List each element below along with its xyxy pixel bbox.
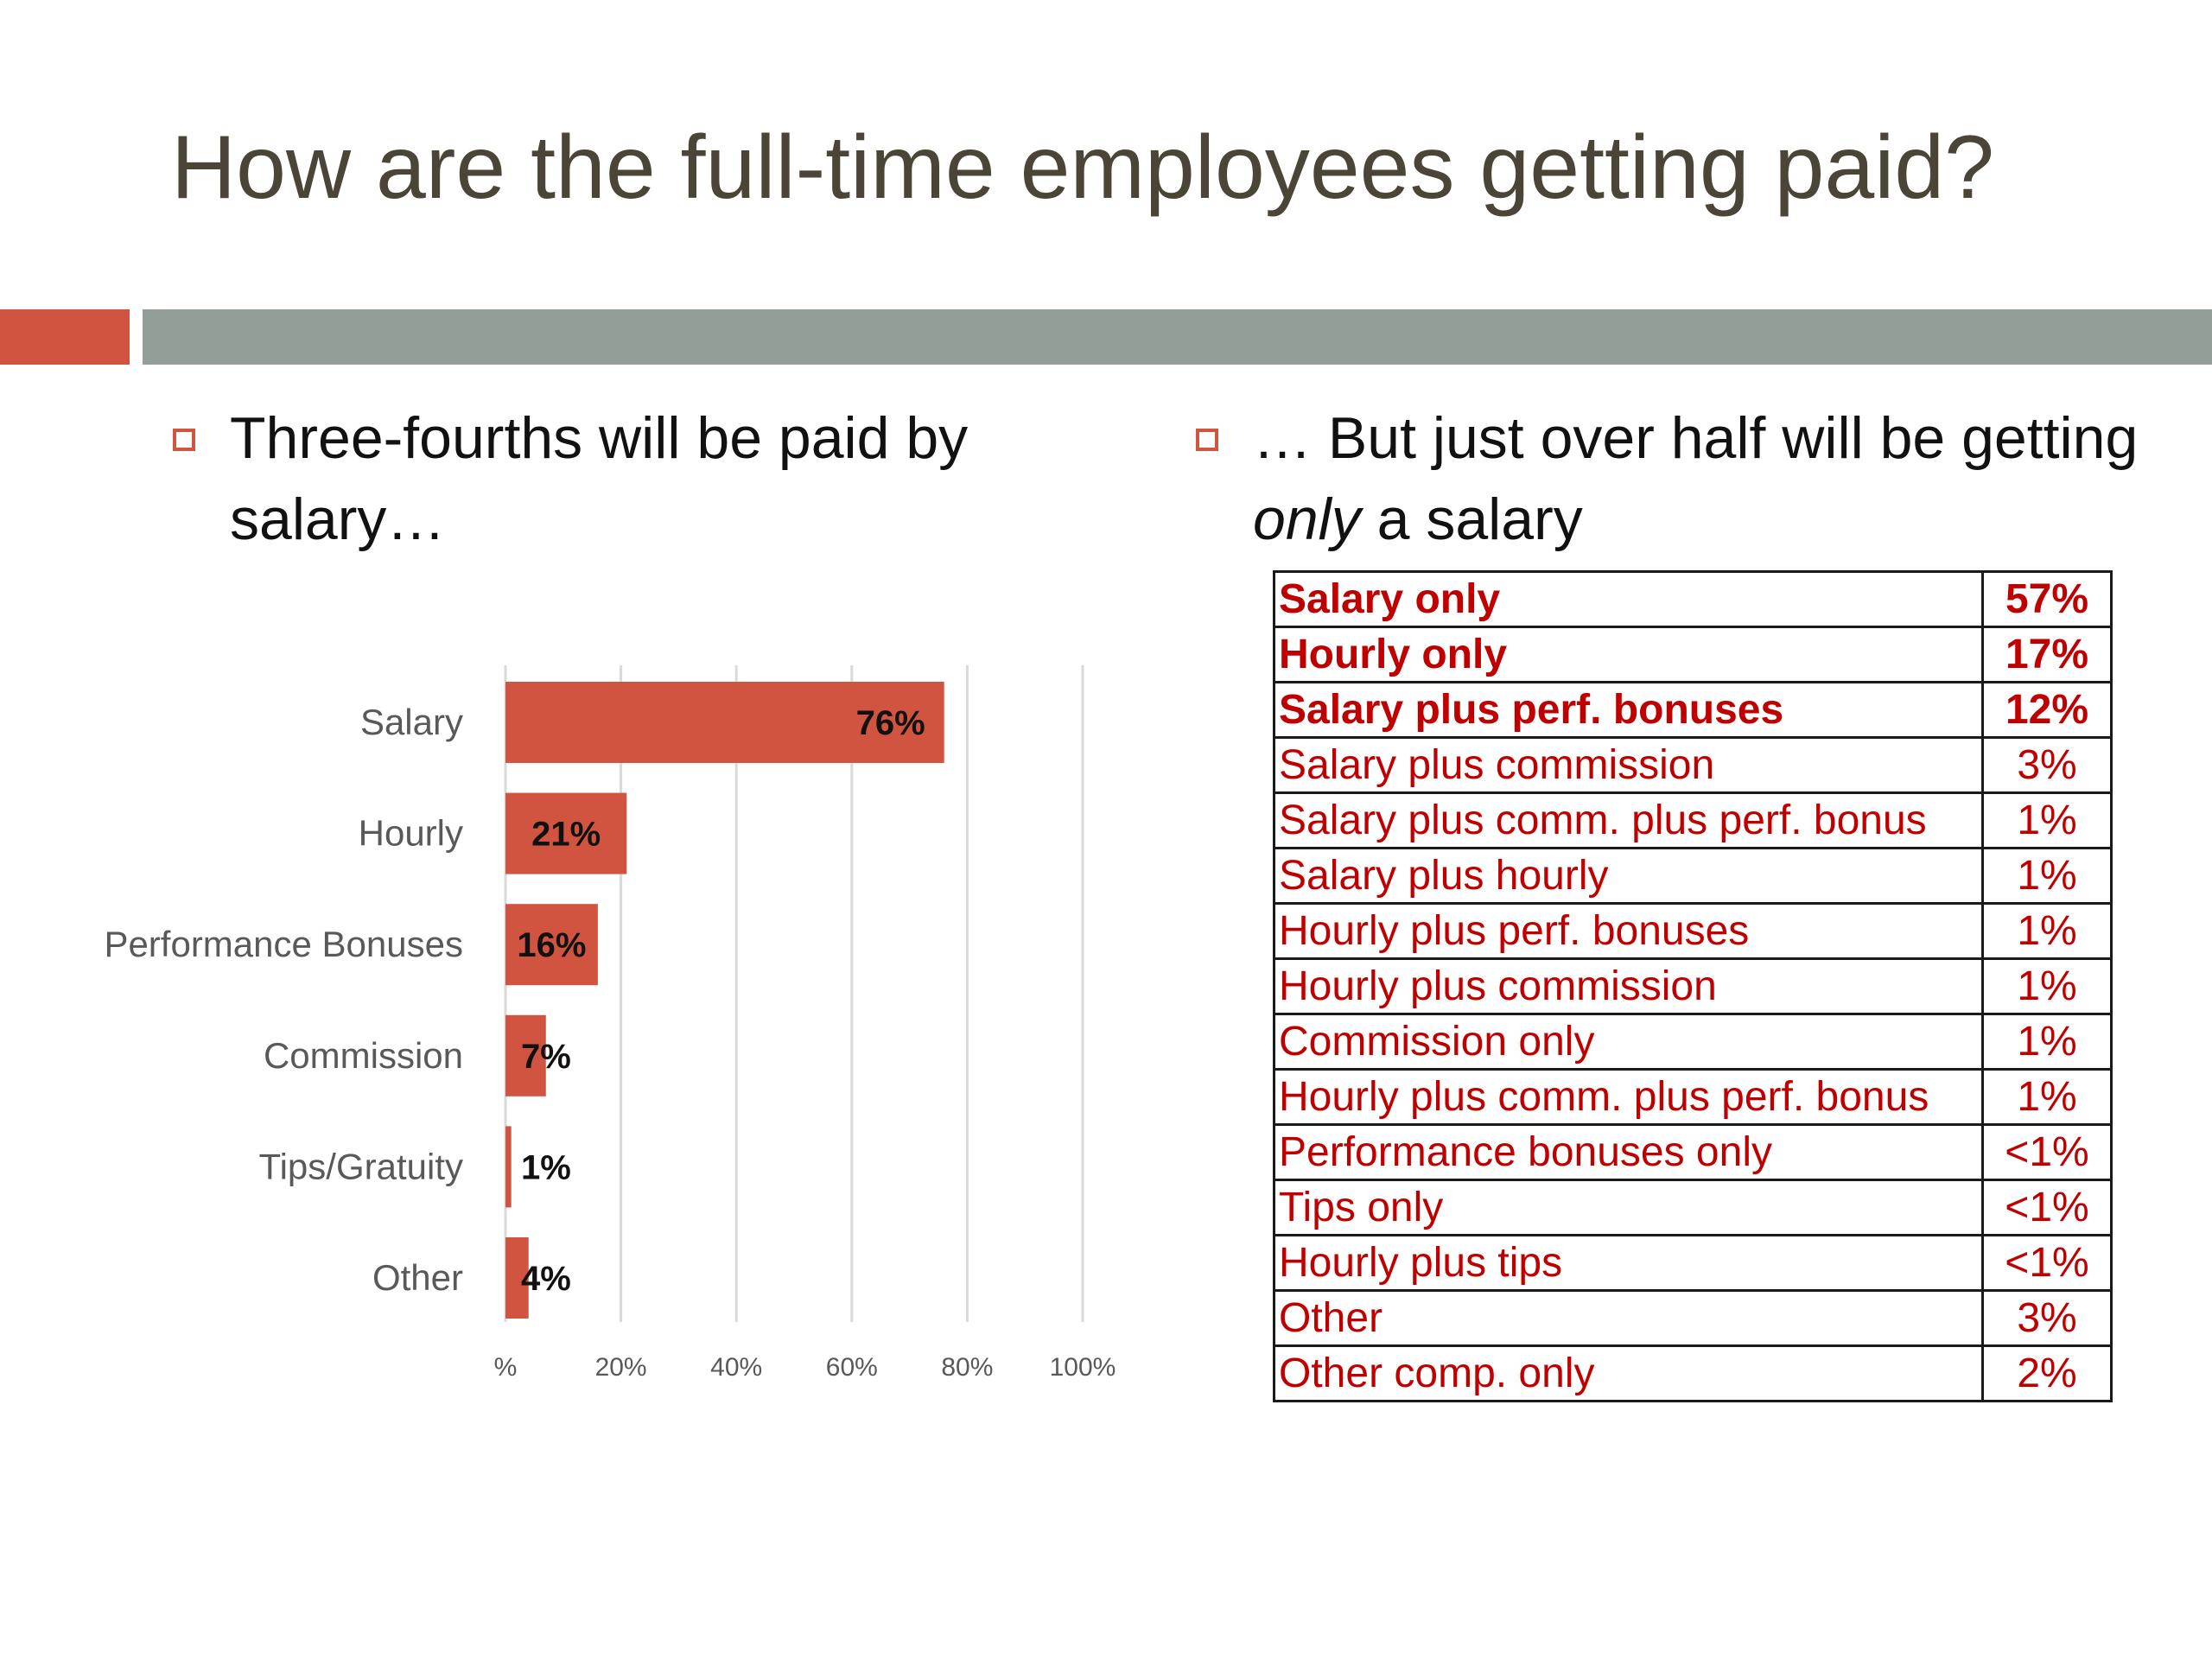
table-row: Hourly plus commission 1% [1273,957,2113,1015]
table-row: Salary plus hourly 1% [1273,847,2113,905]
bar [505,792,627,874]
row-value: 57% [1981,570,2113,628]
table-row: Salary only 57% [1273,570,2113,628]
row-value: 2% [1981,1344,2113,1402]
row-value: 1% [1981,957,2113,1015]
left-bullet-text: Three-fourths will be paid by salary… [230,405,969,552]
row-label: Other comp. only [1273,1344,1984,1402]
x-tick-label: 40% [710,1353,762,1382]
data-label: 21% [531,816,601,854]
table-row: Other comp. only 2% [1273,1344,2113,1402]
row-value: 1% [1981,902,2113,960]
row-label: Hourly plus tips [1273,1234,1984,1292]
category-label: Hourly [359,813,463,854]
table-row: Salary plus comm. plus perf. bonus 1% [1273,791,2113,849]
row-label: Hourly plus perf. bonuses [1273,902,1984,960]
row-label: Salary plus commission [1273,736,1984,794]
row-value: 17% [1981,626,2113,683]
row-value: 3% [1981,736,2113,794]
right-bullet-text-start: … But just over half will be getting [1253,405,2139,471]
row-label: Performance bonuses only [1273,1123,1984,1181]
category-label: Performance Bonuses [104,924,463,964]
bar [505,682,944,763]
row-label: Hourly only [1273,626,1984,683]
row-value: 1% [1981,1068,2113,1126]
x-tick-label: % [494,1353,518,1382]
row-value: <1% [1981,1123,2113,1181]
row-label: Tips only [1273,1179,1984,1236]
page-title: How are the full-time employees getting … [171,118,1995,218]
data-label: 1% [521,1148,571,1186]
row-label: Salary plus comm. plus perf. bonus [1273,791,1984,849]
row-value: 1% [1981,847,2113,905]
x-tick-label: 20% [595,1353,647,1382]
right-bullet-text: … But just over half will be getting onl… [1253,397,2186,560]
accent-bar [0,309,130,365]
category-label: Commission [264,1035,463,1076]
data-label: 16% [517,926,586,964]
row-label: Hourly plus comm. plus perf. bonus [1273,1068,1984,1126]
table-row: Performance bonuses only <1% [1273,1123,2113,1181]
right-bullet-emphasis: only [1253,486,1361,552]
square-bullet-icon [1196,429,1218,451]
data-label: 76% [856,704,925,742]
x-tick-label: 100% [1050,1353,1116,1382]
table-row: Other 3% [1273,1289,2113,1347]
divider-bar [143,309,2212,365]
row-value: 1% [1981,791,2113,849]
table-row: Hourly only 17% [1273,626,2113,683]
x-tick-label: 60% [826,1353,878,1382]
row-label: Commission only [1273,1013,1984,1071]
row-label: Salary plus perf. bonuses [1273,681,1984,739]
row-value: 3% [1981,1289,2113,1347]
category-label: Other [372,1257,463,1298]
table-row: Salary plus perf. bonuses 12% [1273,681,2113,739]
row-value: <1% [1981,1179,2113,1236]
row-label: Salary only [1273,570,1984,628]
table-row: Hourly plus perf. bonuses 1% [1273,902,2113,960]
square-bullet-icon [173,429,195,451]
category-label: Salary [360,702,463,742]
table-row: Salary plus commission 3% [1273,736,2113,794]
x-tick-label: 80% [941,1353,993,1382]
row-label: Hourly plus commission [1273,957,1984,1015]
bar [505,1014,546,1096]
row-label: Other [1273,1289,1984,1347]
bar [505,904,598,986]
bar [505,1237,529,1319]
table-row: Tips only <1% [1273,1179,2113,1236]
table-row: Commission only 1% [1273,1013,2113,1071]
data-label: 7% [521,1038,571,1076]
pay-combination-table: Salary only 57% Hourly only 17% Salary plus … [1273,570,2113,1402]
table-row: Hourly plus tips <1% [1273,1234,2113,1292]
right-bullet-text-end: a salary [1360,486,1583,552]
table-row: Hourly plus comm. plus perf. bonus 1% [1273,1068,2113,1126]
row-value: 1% [1981,1013,2113,1071]
pay-type-bar-chart: % 20% 40% 60% 80% 100% Salary 76% Hourly 21% Perfo… [104,665,1116,1382]
category-label: Tips/Gratuity [259,1146,464,1186]
row-value: 12% [1981,681,2113,739]
row-value: <1% [1981,1234,2113,1292]
bar [505,1126,512,1208]
data-label: 4% [521,1260,571,1298]
row-label: Salary plus hourly [1273,847,1984,905]
